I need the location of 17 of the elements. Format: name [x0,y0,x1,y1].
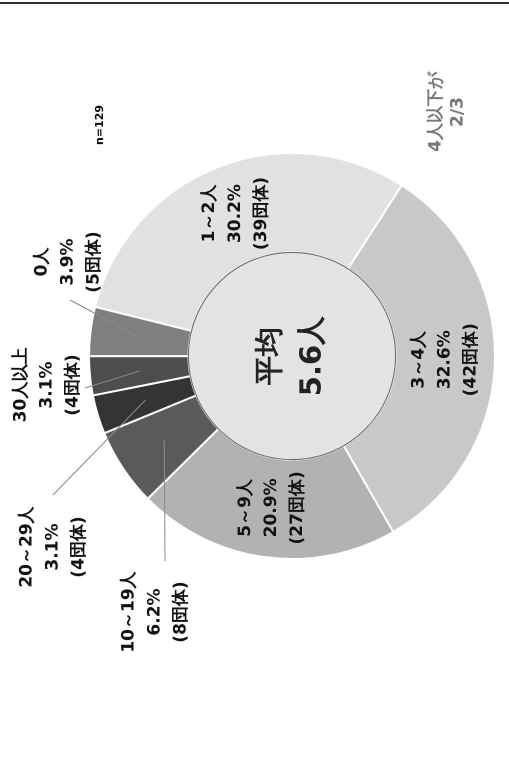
slice-label: 30人以上 [10,348,30,422]
slice-label: 10～19人 [118,570,138,653]
slice-label: 3～4人 [408,330,429,389]
data-label: 3.1% (4団体) [36,354,82,416]
text: 4人以下が 2/3 [425,71,468,152]
slice-label: 5～9人 [234,478,255,537]
data-label: 3.1% (4団体) [42,516,88,578]
slice-label: 20～29人 [16,505,36,588]
data-label: 32.6% (42団体) [434,323,481,396]
slice-label: 0人 [31,246,52,276]
text: 平均 5.6人 [252,314,328,396]
data-label: 20.9% (27団体) [260,471,307,544]
data-label: 30.2% (39団体) [224,176,271,250]
slice-label: 1～2人 [198,184,219,242]
data-label: 3.9% (5団体) [57,231,104,293]
text: n=129 [92,104,106,146]
data-label: 6.2% (8団体) [144,581,190,643]
